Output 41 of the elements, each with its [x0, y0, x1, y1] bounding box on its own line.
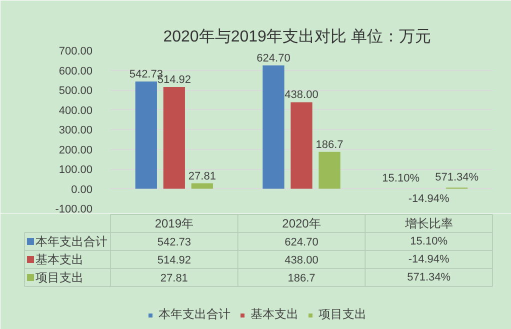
data-label: 438.00 — [284, 254, 318, 266]
y-tick-label: 100.00 — [58, 164, 93, 176]
y-tick-label: 400.00 — [58, 104, 93, 117]
bar — [191, 183, 214, 189]
y-tick-label: 500.00 — [58, 85, 93, 97]
legend-label: 本年支出合计 — [36, 234, 108, 248]
text: 项目支出 — [36, 270, 84, 284]
data-label: 15.10% — [410, 236, 448, 248]
text: 基本支出 — [250, 307, 298, 321]
y-tick-label: 700.00 — [58, 46, 93, 58]
bar — [163, 87, 185, 189]
text: 571.34% — [435, 172, 479, 184]
x-tick-label: 2020年 — [282, 216, 321, 230]
data-label: 624.70 — [284, 236, 318, 248]
data-label: 571.34% — [407, 272, 451, 284]
y-tick-label: 0.00 — [71, 184, 93, 196]
bar — [290, 102, 312, 189]
chart-title: 2020年与2019年支出对比 单位：万元 — [163, 28, 431, 46]
bar — [318, 152, 340, 189]
data-label: 186.7 — [288, 272, 316, 284]
text: 15.10% — [382, 172, 420, 185]
legend-label: 项目支出 — [318, 306, 366, 323]
data-label: 27.81 — [160, 272, 188, 284]
bar — [135, 82, 157, 189]
data-label: 542.73 — [157, 236, 191, 248]
y-tick-label: 600.00 — [58, 65, 93, 78]
x-tick-label: 增长比率 — [404, 216, 453, 230]
y-tick-label: -100.00 — [55, 204, 93, 216]
data-label: 514.92 — [157, 254, 191, 266]
text: 438.00 — [284, 89, 318, 102]
text: 本年支出合计 — [158, 307, 230, 321]
text: 624.70 — [256, 52, 290, 64]
text: 27.81 — [188, 170, 216, 182]
x-tick-label: 2019年 — [154, 216, 194, 230]
text: -14.94% — [408, 192, 450, 205]
y-tick-label: 300.00 — [58, 124, 93, 136]
bar — [262, 65, 284, 189]
legend-label: 基本支出 — [36, 252, 84, 266]
data-label: -14.94% — [408, 254, 450, 266]
text: 186.7 — [316, 138, 344, 151]
y-tick-label: 200.00 — [58, 144, 93, 156]
